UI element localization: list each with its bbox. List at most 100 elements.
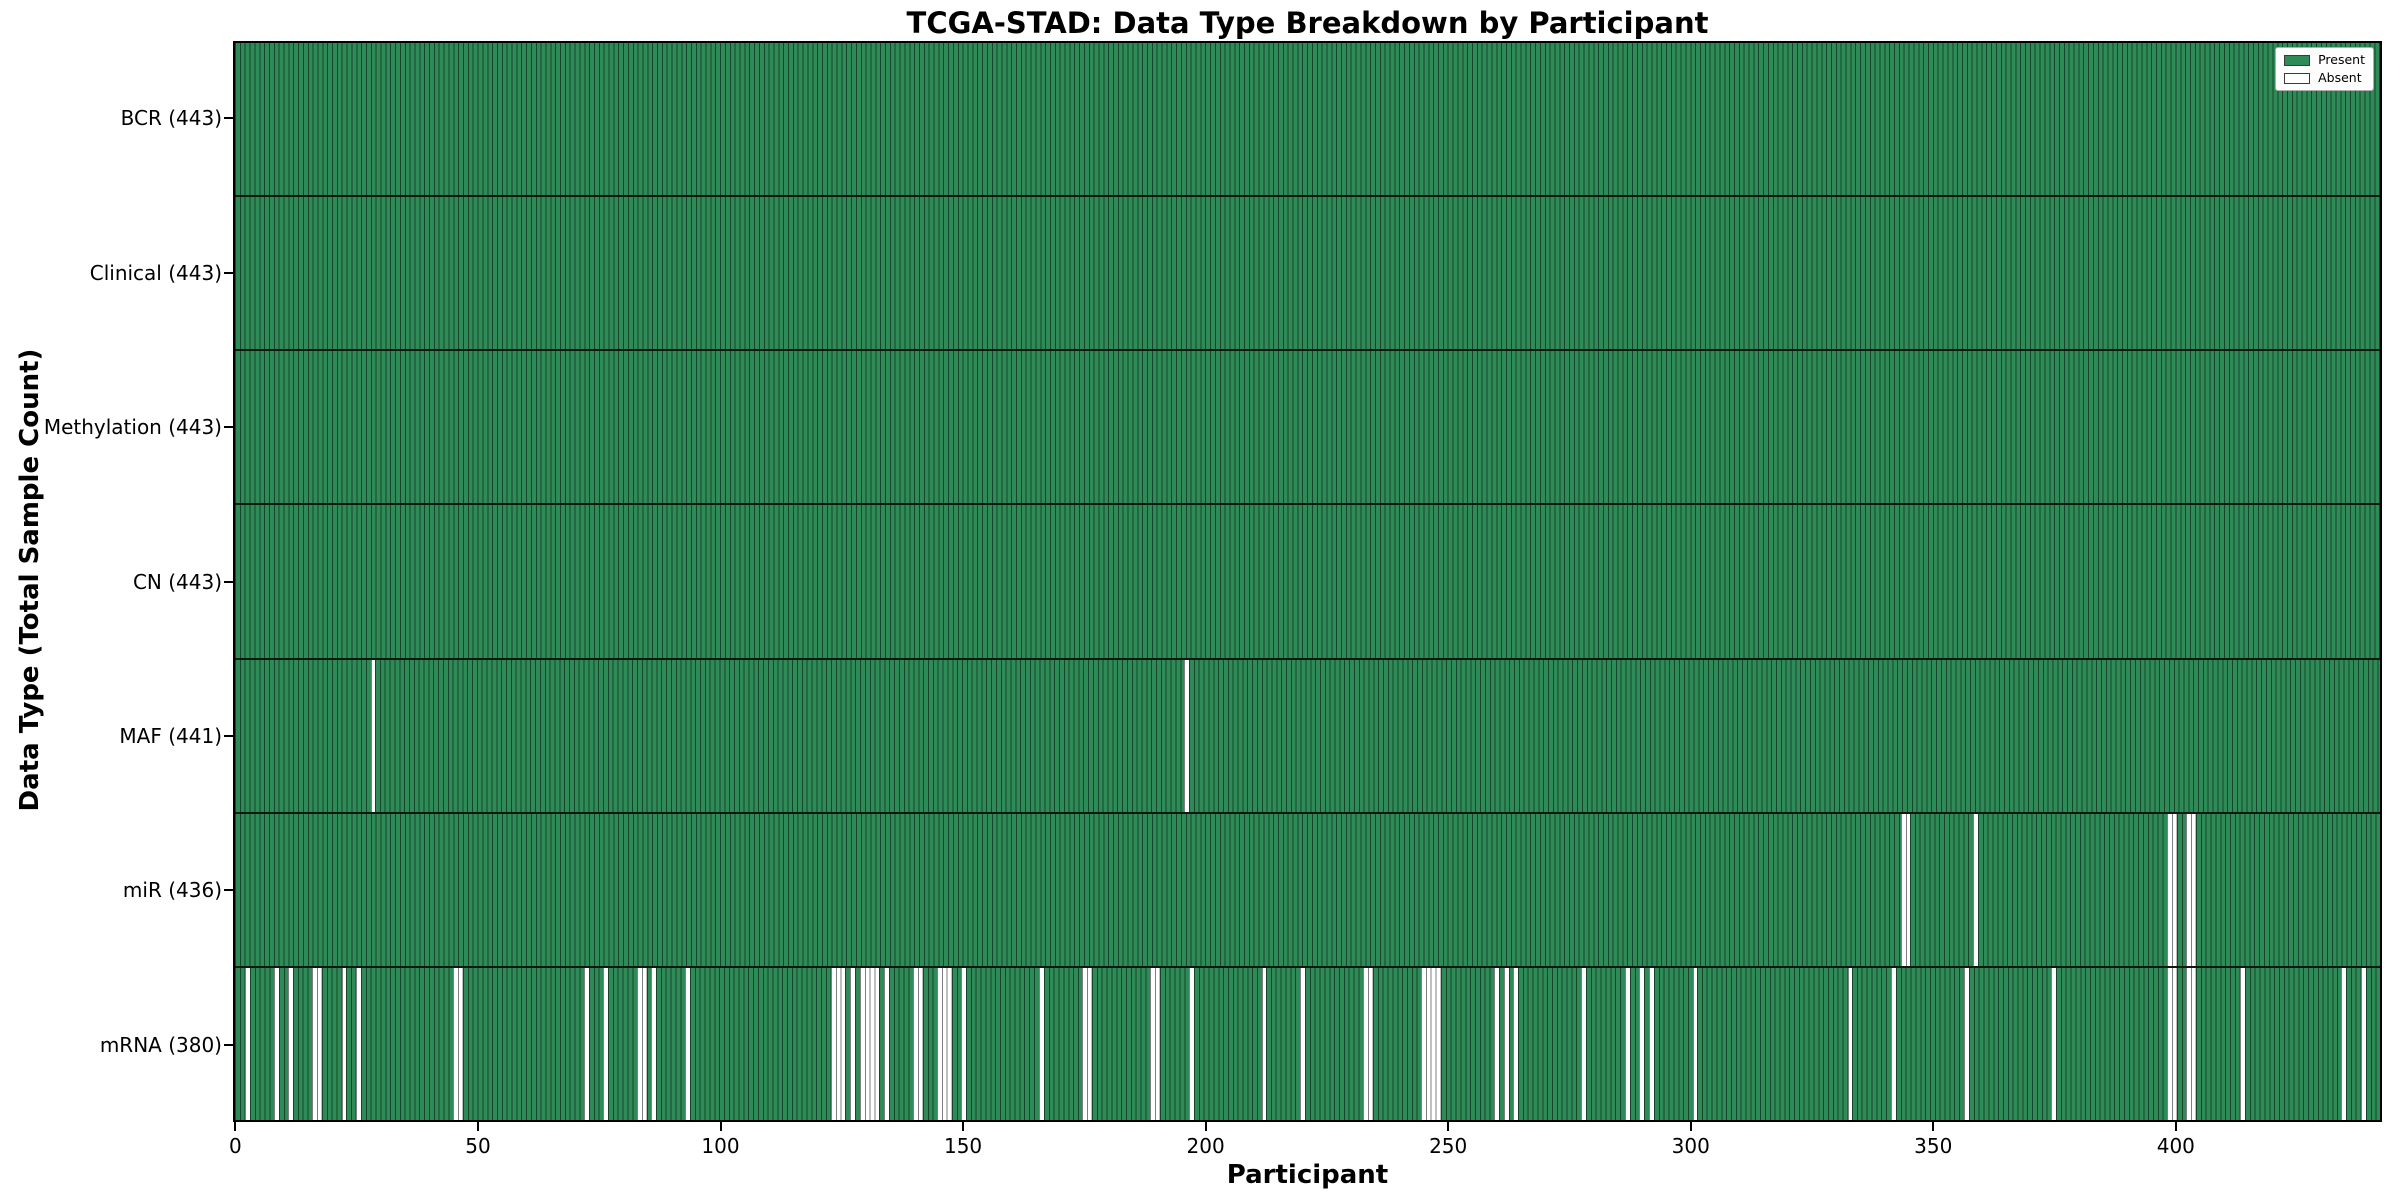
bar-segment-present	[2196, 813, 2380, 966]
bar-segment-present	[1043, 967, 1083, 1120]
x-tick-label: 400	[2156, 1134, 2195, 1158]
bar-segment-present	[1159, 967, 1189, 1120]
bar-segment-absent	[1503, 967, 1509, 1120]
row-MAF	[235, 657, 2380, 812]
y-tick-mark	[224, 271, 233, 274]
bar-segment-present	[2176, 967, 2187, 1120]
bar-segment-absent	[1973, 813, 1979, 966]
bar-segment-present	[1910, 813, 1974, 966]
bar-segment-present	[1440, 967, 1495, 1120]
x-tick-mark	[1689, 1122, 1692, 1131]
bar-segment-present	[1188, 659, 2380, 812]
bar-segment-absent	[452, 967, 463, 1120]
bar-segment-absent	[1188, 967, 1194, 1120]
bar-segment-present	[235, 351, 2380, 504]
bar-segment-absent	[1300, 967, 1306, 1120]
bar-segment-absent	[830, 967, 846, 1120]
row-BCR	[235, 43, 2380, 196]
bar-segment-absent	[341, 967, 347, 1120]
bar-segment-absent	[2167, 967, 2177, 1120]
legend-entry-present: Present	[2284, 53, 2365, 67]
y-tick-mark	[224, 426, 233, 429]
x-tick-label: 100	[701, 1134, 740, 1158]
bar-segment-absent	[1363, 967, 1373, 1120]
bar-segment-absent	[2166, 813, 2177, 966]
bar-segment-absent	[1581, 967, 1587, 1120]
bar-segment-present	[922, 967, 938, 1120]
x-tick-mark	[234, 1122, 237, 1131]
x-axis-label: Participant	[1226, 1160, 1389, 1190]
bar-segment-present	[1586, 967, 1625, 1120]
y-tick-label-BCR: BCR (443)	[120, 106, 222, 131]
bar-segment-absent	[1150, 967, 1160, 1120]
bar-segment-present	[1644, 967, 1649, 1120]
bar-segment-present	[1978, 813, 2167, 966]
bar-segment-absent	[2341, 967, 2347, 1120]
bar-segment-absent	[1261, 967, 1267, 1120]
bar-segment-present	[2196, 967, 2240, 1120]
bar-segment-present	[235, 197, 2380, 350]
bar-segment-present	[966, 967, 1039, 1120]
bar-segment-absent	[370, 659, 376, 812]
bar-segment-present	[879, 967, 884, 1120]
bar-segment-absent	[356, 967, 361, 1120]
bar-segment-absent	[583, 967, 589, 1120]
bar-segment-absent	[1513, 967, 1519, 1120]
bar-segment-absent	[312, 967, 323, 1120]
x-tick-mark	[962, 1122, 965, 1131]
y-tick-mark	[224, 889, 233, 892]
y-tick-label-Clinical: Clinical (443)	[89, 260, 222, 285]
bar-segment-present	[278, 967, 289, 1120]
x-tick-mark	[476, 1122, 479, 1131]
bar-segment-present	[1372, 967, 1422, 1120]
bar-segment-present	[888, 967, 913, 1120]
bar-segment-present	[249, 967, 274, 1120]
bar-segment-present	[656, 967, 686, 1120]
bar-segment-absent	[961, 967, 967, 1120]
bar-segment-present	[1508, 967, 1514, 1120]
bar-segment-absent	[1639, 967, 1645, 1120]
bar-segment-present	[1629, 967, 1640, 1120]
chart-title: TCGA-STAD: Data Type Breakdown by Partic…	[906, 6, 1709, 40]
bar-segment-present	[293, 967, 313, 1120]
bar-segment-present	[1653, 967, 1693, 1120]
bar-segment-absent	[2186, 967, 2197, 1120]
bar-segment-absent	[1494, 967, 1499, 1120]
bar-segment-present	[854, 967, 860, 1120]
bar-segment-absent	[1184, 659, 1189, 812]
bar-segment-absent	[1648, 967, 1654, 1120]
x-tick-label: 300	[1671, 1134, 1710, 1158]
row-Methylation	[235, 349, 2380, 504]
bar-segment-present	[2244, 967, 2342, 1120]
x-tick-label: 0	[229, 1134, 242, 1158]
bar-segment-present	[845, 967, 850, 1120]
x-tick-label: 150	[943, 1134, 983, 1158]
bar-segment-absent	[685, 967, 691, 1120]
y-tick-label-mRNA: mRNA (380)	[99, 1032, 222, 1057]
bar-segment-present	[235, 967, 245, 1120]
bar-segment-present	[360, 967, 453, 1120]
bar-segment-absent	[2186, 813, 2197, 966]
x-tick-mark	[719, 1122, 722, 1131]
bar-segment-absent	[1900, 813, 1911, 966]
row-miR	[235, 811, 2380, 966]
bar-segment-absent	[244, 967, 250, 1120]
bar-segment-absent	[273, 967, 279, 1120]
x-tick-mark	[2174, 1122, 2177, 1131]
bar-segment-absent	[651, 967, 657, 1120]
bar-segment-absent	[912, 967, 923, 1120]
legend-swatch-present	[2284, 54, 2311, 66]
bar-segment-absent	[1847, 967, 1853, 1120]
bar-segment-present	[2055, 967, 2168, 1120]
bar-segment-absent	[1692, 967, 1698, 1120]
bar-segment-present	[1697, 967, 1848, 1120]
y-tick-mark	[224, 117, 233, 120]
legend-label: Present	[2318, 52, 2365, 67]
y-tick-mark	[224, 734, 233, 737]
bar-segment-absent	[859, 967, 880, 1120]
legend: Present Absent	[2275, 47, 2374, 91]
bar-segment-present	[588, 967, 604, 1120]
x-tick-mark	[1447, 1122, 1450, 1131]
bar-segment-present	[2176, 813, 2187, 966]
